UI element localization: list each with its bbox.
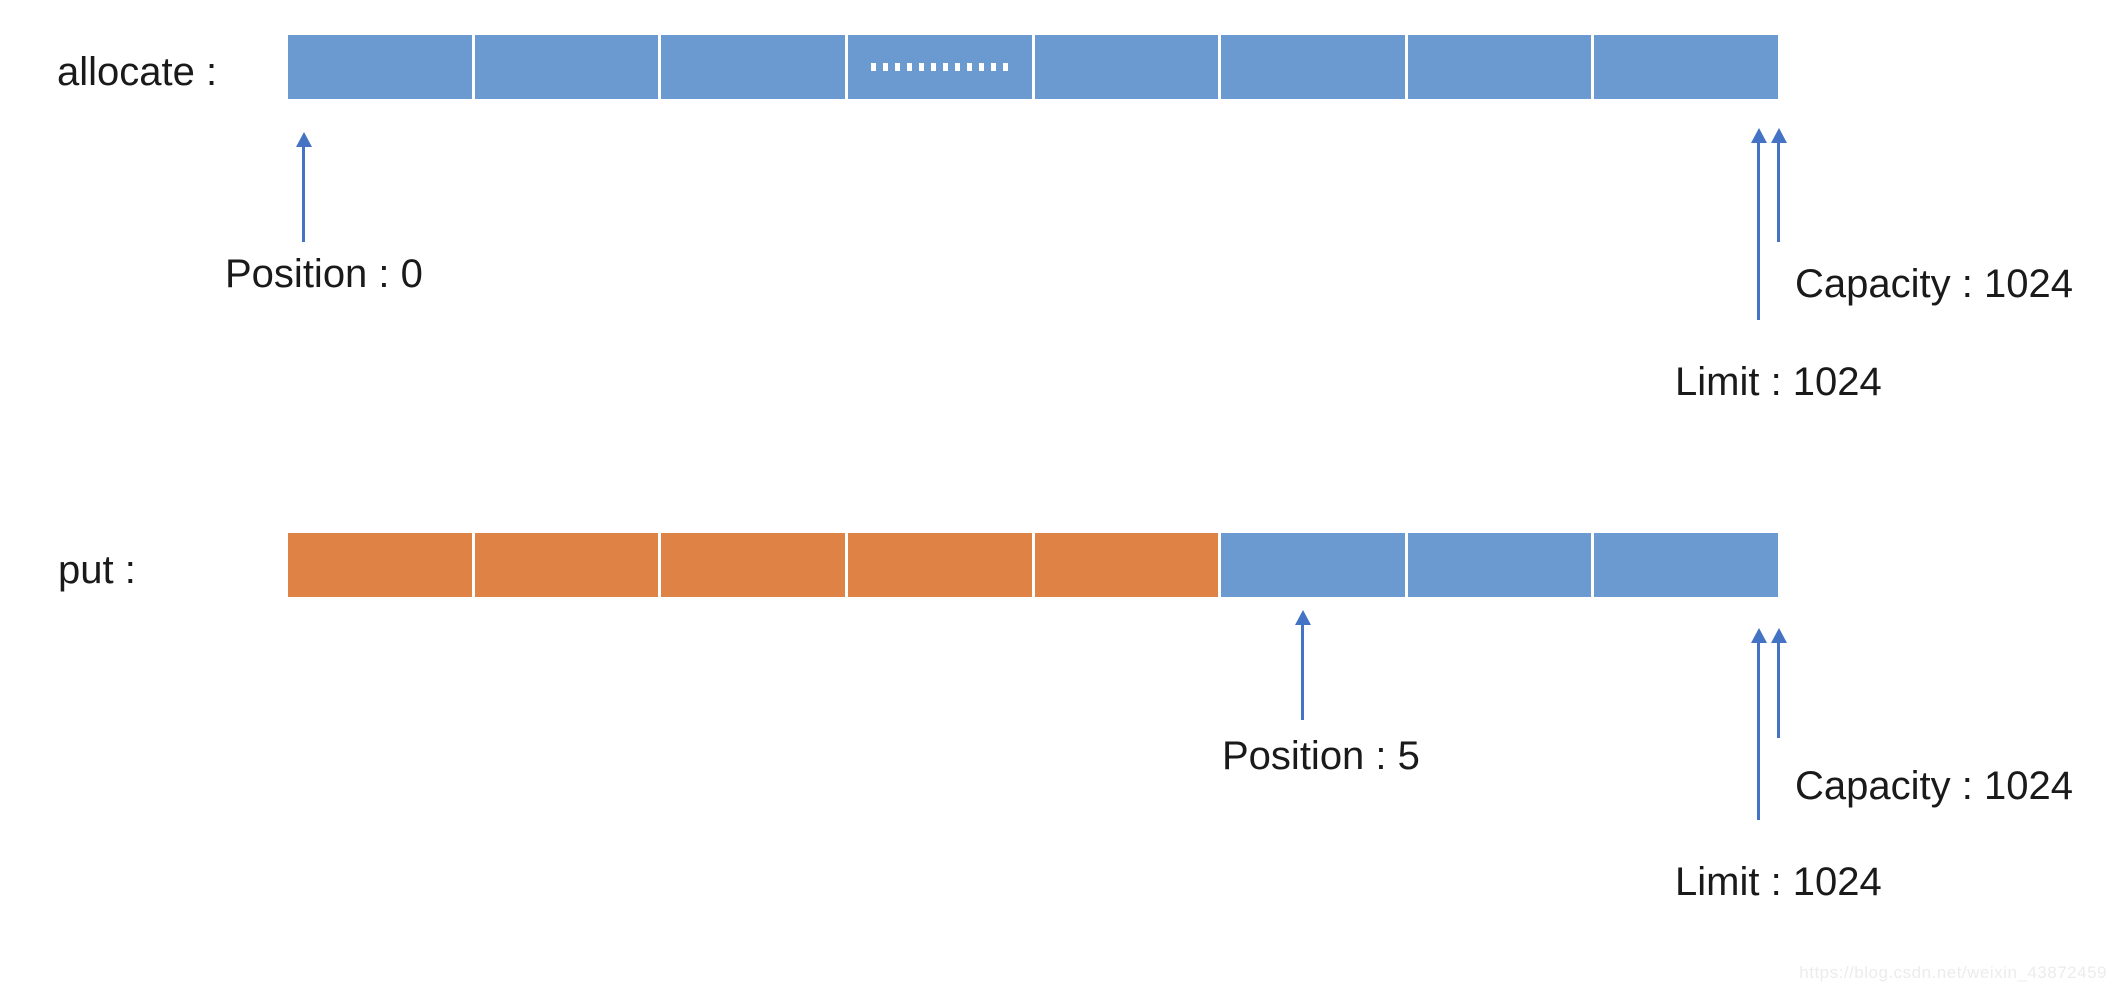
buffer-segment-empty [1221,533,1405,597]
allocate-limit-arrow-icon [1757,143,1760,320]
put-limit-label: Limit : 1024 [1675,860,1882,904]
allocate-limit-label: Limit : 1024 [1675,360,1882,404]
allocate-capacity-arrow-icon [1777,143,1780,242]
buffer-segment-empty [1594,35,1778,99]
buffer-segment-filled [661,533,845,597]
allocate-capacity-label: Capacity : 1024 [1795,262,2073,306]
buffer-segment-filled [474,533,659,597]
ellipsis-dots-icon [871,63,1009,71]
buffer-segment-empty [1221,35,1405,99]
allocate-buffer-bar [288,35,1778,99]
buffer-segment-filled [288,533,472,597]
buffer-segment-empty [288,35,472,99]
put-capacity-arrow-icon [1777,643,1780,738]
buffer-segment-filled [1034,533,1219,597]
allocate-label: allocate : [57,50,218,94]
buffer-segment-empty [1407,533,1592,597]
buffer-segment-empty-dotted [847,35,1032,99]
buffer-segment-empty [1594,533,1778,597]
put-limit-arrow-icon [1757,643,1760,820]
buffer-segment-empty [474,35,659,99]
buffer-segment-empty [1407,35,1592,99]
put-label: put : [58,548,136,592]
watermark-url: https://blog.csdn.net/weixin_43872459 [1799,963,2107,982]
buffer-segment-empty [1034,35,1219,99]
buffer-segment-filled [847,533,1032,597]
buffer-segment-empty [661,35,845,99]
allocate-position-label: Position : 0 [225,252,423,296]
put-position-label: Position : 5 [1222,734,1420,778]
allocate-position-arrow-icon [302,147,305,242]
put-position-arrow-icon [1301,625,1304,720]
put-capacity-label: Capacity : 1024 [1795,764,2073,808]
put-buffer-bar [288,533,1778,597]
